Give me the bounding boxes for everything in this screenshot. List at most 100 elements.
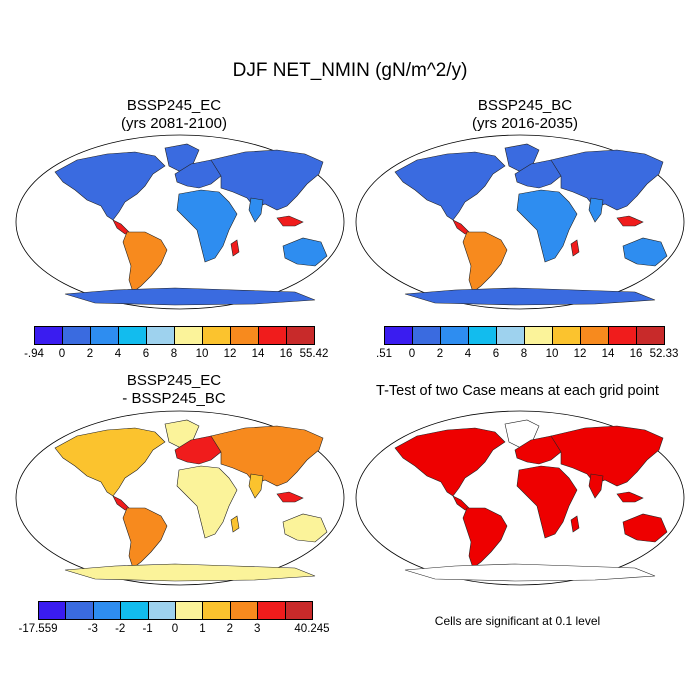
- colorbar-swatch: [230, 326, 259, 345]
- panel-title-bottom-left-line2: - BSSP245_BC: [122, 390, 226, 407]
- colorbar-swatch: [496, 326, 525, 345]
- map-panel-top-right: [355, 134, 685, 310]
- figure-title: DJF NET_NMIN (gN/m^2/y): [232, 60, 468, 81]
- colorbar-tick-label: 8: [520, 348, 528, 360]
- colorbar-swatch: [92, 601, 122, 620]
- panel-title-bottom-left: BSSP245_EC - BSSP245_BC: [44, 372, 304, 408]
- landmass: [54, 427, 166, 497]
- landmass: [622, 237, 668, 267]
- landmass: [64, 287, 316, 306]
- colorbar-tick-label: -2: [115, 623, 126, 635]
- landmass: [462, 507, 508, 569]
- landmass: [550, 149, 664, 211]
- colorbar-tick-label: 6: [142, 348, 150, 360]
- landmass: [276, 491, 304, 503]
- landmass: [248, 197, 264, 223]
- colorbar-tick-label: 2: [86, 348, 94, 360]
- colorbar-swatch: [120, 601, 149, 620]
- landmass: [122, 231, 168, 293]
- colorbar-tick-label: 14: [251, 348, 265, 360]
- colorbar-swatch: [286, 326, 315, 345]
- colorbar-top-left: -.94 0 2 4 6 8 10 12 14 16 55.42: [24, 326, 328, 366]
- colorbar-swatch: [524, 326, 553, 345]
- landmass: [64, 563, 316, 582]
- colorbar-swatch: [118, 326, 147, 345]
- panel-title-bottom-left-line1: BSSP245_EC: [126, 372, 222, 389]
- landmass: [394, 427, 506, 497]
- colorbar-swatch: [229, 601, 259, 620]
- landmass: [176, 465, 238, 539]
- landmass: [282, 237, 328, 267]
- landmass: [210, 149, 324, 211]
- colorbar-tick-label: 8: [170, 348, 178, 360]
- landmass: [174, 159, 226, 189]
- map-panel-bottom-right: [355, 410, 685, 586]
- landmass: [174, 435, 226, 465]
- colorbar-tick-label: 3: [253, 623, 261, 635]
- panel-title-top-right-line1: BSSP245_BC: [477, 97, 573, 114]
- significance-note: Cells are significant at 0.1 level: [434, 614, 601, 628]
- colorbar-swatch: [468, 326, 497, 345]
- landmass: [616, 215, 644, 227]
- landmass: [514, 435, 566, 465]
- landmass: [622, 513, 668, 543]
- colorbar-swatch: [284, 601, 313, 620]
- panel-title-top-right: BSSP245_BC (yrs 2016-2035): [395, 97, 655, 133]
- colorbar-tick-label: 16: [629, 348, 643, 360]
- landmass: [54, 151, 166, 221]
- landmass: [404, 287, 656, 306]
- landmass: [588, 473, 604, 499]
- landmass: [176, 189, 238, 263]
- colorbar-swatch: [258, 326, 287, 345]
- landmass: [516, 189, 578, 263]
- landmass: [394, 151, 506, 221]
- landmass: [570, 515, 580, 533]
- landmass: [282, 513, 328, 543]
- colorbar-tick-label: -17.559: [18, 623, 58, 635]
- landmass: [570, 239, 580, 257]
- colorbar-swatch: [608, 326, 637, 345]
- colorbar-swatch: [636, 326, 665, 345]
- colorbar-swatch: [174, 326, 203, 345]
- colorbar-tick-label: 4: [114, 348, 122, 360]
- colorbar-swatch: [580, 326, 609, 345]
- colorbar-tick-label: 12: [223, 348, 237, 360]
- colorbar-swatch: [147, 601, 176, 620]
- landmass: [550, 425, 664, 487]
- colorbar-tick-label: -1: [142, 623, 153, 635]
- panel-title-top-right-line2: (yrs 2016-2035): [472, 115, 578, 132]
- colorbar-top-right: .51 0 2 4 6 8 10 12 14 16 52.33: [376, 326, 678, 366]
- colorbar-tick-label: 2: [436, 348, 444, 360]
- colorbar-swatch: [412, 326, 441, 345]
- colorbar-tick-label: 6: [492, 348, 500, 360]
- landmass: [122, 507, 168, 569]
- colorbar-bottom-left: -17.559 -3 -2 -1 0 1 2 3 40.245: [18, 601, 330, 641]
- colorbar-tick-label: 52.33: [649, 348, 679, 360]
- colorbar-swatch: [62, 326, 91, 345]
- colorbar-swatch: [175, 601, 204, 620]
- landmass: [616, 491, 644, 503]
- colorbar-swatch: [65, 601, 94, 620]
- landmass: [588, 197, 604, 223]
- landmass: [276, 215, 304, 227]
- colorbar-swatch: [34, 326, 63, 345]
- colorbar-swatch: [146, 326, 175, 345]
- colorbar-tick-label: 4: [464, 348, 472, 360]
- colorbar-tick-label: 16: [279, 348, 293, 360]
- map-panel-top-left: [15, 134, 345, 310]
- landmass: [210, 425, 324, 487]
- colorbar-tick-label: 0: [58, 348, 66, 360]
- colorbar-tick-label: -.94: [24, 348, 44, 360]
- panel-title-top-left: BSSP245_EC (yrs 2081-2100): [44, 97, 304, 133]
- landmass: [248, 473, 264, 499]
- colorbar-tick-label: 12: [573, 348, 587, 360]
- colorbar-tick-label: 2: [226, 623, 233, 635]
- colorbar-tick-label: -3: [87, 623, 98, 635]
- colorbar-swatch: [257, 601, 286, 620]
- colorbar-tick-label: 55.42: [299, 348, 329, 360]
- colorbar-tick-label: 10: [545, 348, 559, 360]
- panel-title-bottom-right: T-Test of two Case means at each grid po…: [376, 383, 659, 399]
- colorbar-tick-label: .51: [376, 348, 392, 360]
- colorbar-swatch: [202, 601, 231, 620]
- landmass: [514, 159, 566, 189]
